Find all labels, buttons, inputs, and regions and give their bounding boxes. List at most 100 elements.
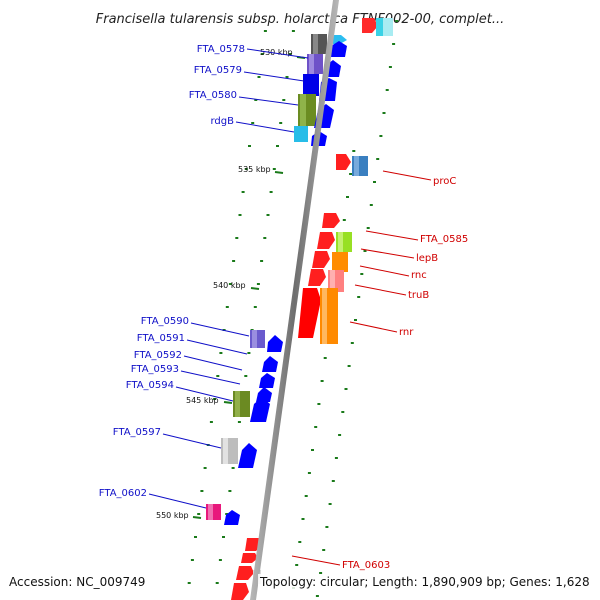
track-dot: [222, 536, 225, 538]
gene-feature[interactable]: [267, 335, 283, 352]
gene-feature[interactable]: [376, 18, 386, 36]
gene-label[interactable]: FTA_0590: [141, 316, 189, 327]
gene-feature[interactable]: [322, 213, 340, 228]
gene-highlight: [309, 54, 314, 74]
feature-track: [206, 18, 393, 600]
scale-label: 535 kbp: [238, 165, 271, 174]
track-dot: [228, 490, 232, 492]
gene-highlight: [252, 330, 257, 348]
gene-label[interactable]: proC: [433, 176, 456, 187]
gene-feature[interactable]: [332, 252, 348, 272]
gene-highlight: [330, 270, 335, 292]
track-dot: [354, 319, 357, 321]
gene-feature[interactable]: [383, 18, 393, 36]
gene-label[interactable]: lepB: [416, 253, 438, 264]
gene-label[interactable]: FTA_0591: [137, 333, 185, 344]
track-dot: [288, 53, 292, 55]
gene-label[interactable]: FTA_0597: [113, 427, 161, 438]
gene-feature[interactable]: [294, 126, 308, 142]
gene-feature[interactable]: [256, 387, 272, 402]
track-dot: [213, 398, 217, 400]
track-dot: [238, 214, 242, 216]
track-dot: [263, 237, 267, 239]
track-dot: [295, 564, 299, 566]
gene-labels-right: proC FTA_0585 lepB rnc truB rnr FTA_0603: [342, 176, 468, 571]
track-dot: [203, 467, 207, 469]
gene-feature[interactable]: [336, 154, 351, 170]
gene-feature[interactable]: [317, 232, 335, 249]
track-dot: [254, 99, 258, 101]
track-dot: [187, 582, 191, 584]
track-dot: [366, 227, 370, 229]
gene-label[interactable]: rnr: [399, 327, 414, 338]
track-dot: [301, 518, 305, 520]
track-dot: [382, 112, 386, 114]
gene-label[interactable]: FTA_0603: [342, 560, 390, 571]
gene-labels-left: FTA_0578 FTA_0579 FTA_0580 rdgB FTA_0590…: [99, 44, 245, 499]
gene-feature[interactable]: [362, 18, 378, 33]
gene-label[interactable]: rdgB: [211, 116, 235, 127]
track-dot: [346, 196, 349, 198]
gene-feature[interactable]: [250, 397, 270, 422]
track-dot: [291, 30, 295, 32]
genome-backbone: [250, 0, 339, 600]
track-dot: [342, 219, 346, 221]
gene-label[interactable]: FTA_0580: [189, 90, 237, 101]
track-dot: [320, 380, 324, 382]
gene-label[interactable]: rnc: [411, 270, 427, 281]
track-dot: [379, 135, 383, 137]
gene-feature[interactable]: [303, 74, 319, 96]
map-title: Francisella tularensis subsp. holarctica…: [96, 12, 505, 27]
gene-feature[interactable]: [262, 356, 278, 372]
gene-feature[interactable]: [236, 566, 254, 580]
gene-highlight: [354, 156, 359, 176]
gene-feature[interactable]: [238, 443, 257, 468]
track-dot: [256, 283, 260, 285]
track-dot: [235, 237, 239, 239]
track-dot: [228, 283, 232, 285]
gene-highlight: [338, 232, 343, 252]
track-dot: [314, 426, 318, 428]
gene-label[interactable]: FTA_0594: [126, 380, 174, 391]
track-dot: [334, 457, 338, 459]
track-dot: [325, 526, 329, 528]
gene-label[interactable]: FTA_0593: [131, 364, 179, 375]
track-dot: [363, 250, 367, 252]
gene-feature[interactable]: [329, 41, 347, 57]
gene-label[interactable]: FTA_0578: [197, 44, 245, 55]
track-dot: [200, 490, 204, 492]
track-dot: [350, 342, 354, 344]
track-dot: [241, 191, 245, 193]
gene-feature[interactable]: [241, 553, 258, 563]
track-dot: [338, 434, 342, 436]
scale-label: 545 kbp: [186, 396, 219, 405]
track-dot: [298, 541, 302, 543]
track-dot: [269, 191, 273, 193]
gene-feature[interactable]: [308, 269, 326, 286]
track-dot: [225, 306, 229, 308]
track-dot: [322, 549, 326, 551]
gene-label[interactable]: FTA_0585: [420, 234, 468, 245]
track-dot: [357, 296, 361, 298]
gene-feature[interactable]: [333, 35, 347, 44]
track-dot: [237, 421, 241, 423]
track-dot: [352, 150, 356, 152]
leader-lines: [148, 48, 432, 566]
gene-feature[interactable]: [259, 373, 275, 388]
track-dot: [251, 122, 255, 124]
gene-feature[interactable]: [231, 583, 249, 600]
track-dot: [272, 168, 276, 170]
track-dot: [225, 513, 229, 515]
gene-label[interactable]: truB: [408, 290, 429, 301]
gene-label[interactable]: FTA_0602: [99, 488, 147, 499]
gene-label[interactable]: FTA_0579: [194, 65, 242, 76]
gene-feature[interactable]: [224, 510, 240, 525]
gene-label[interactable]: FTA_0592: [134, 350, 182, 361]
track-dot: [319, 572, 323, 574]
track-dot: [209, 421, 213, 423]
track-dot: [285, 76, 289, 78]
gene-feature[interactable]: [298, 288, 321, 338]
gene-feature[interactable]: [312, 251, 330, 268]
track-dot: [257, 76, 261, 78]
